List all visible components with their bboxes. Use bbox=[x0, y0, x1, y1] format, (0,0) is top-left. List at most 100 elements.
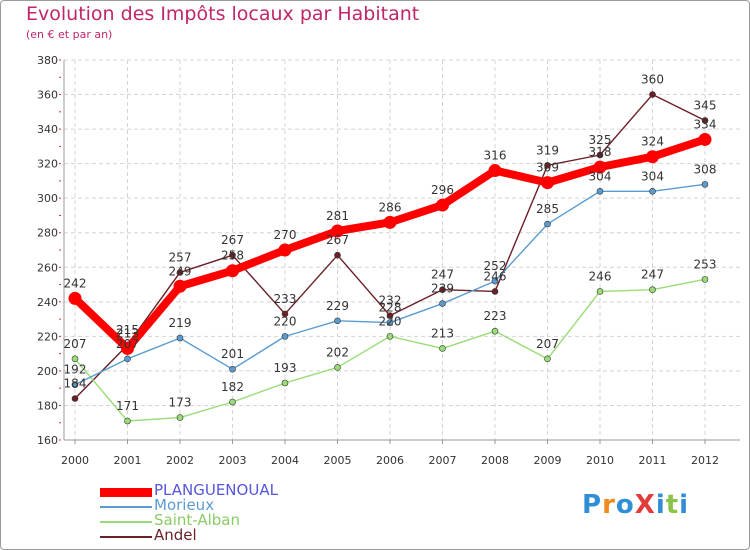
data-label-saint-alban: 173 bbox=[169, 396, 192, 410]
y-tick-label: 260 bbox=[37, 261, 58, 274]
data-label-andel: 267 bbox=[326, 233, 349, 247]
data-label-saint-alban: 171 bbox=[116, 399, 139, 413]
point-planguenoual bbox=[278, 243, 292, 257]
point-planguenoual bbox=[593, 160, 607, 174]
point-planguenoual bbox=[383, 215, 397, 229]
data-label-planguenoual: 242 bbox=[64, 276, 87, 290]
x-tick-label: 2011 bbox=[639, 454, 667, 467]
data-label-planguenoual: 270 bbox=[274, 228, 297, 242]
data-label-planguenoual: 296 bbox=[431, 183, 454, 197]
logo-letter: o bbox=[615, 490, 635, 520]
x-tick-label: 2008 bbox=[481, 454, 509, 467]
y-tick-label: 340 bbox=[37, 123, 58, 136]
data-label-saint-alban: 182 bbox=[221, 380, 244, 394]
data-label-planguenoual: 334 bbox=[694, 117, 717, 131]
point-andel bbox=[71, 395, 79, 402]
legend-label-saint-alban: Saint-Alban bbox=[154, 511, 241, 529]
data-label-andel: 345 bbox=[694, 98, 717, 112]
point-andel bbox=[491, 288, 499, 295]
data-label-saint-alban: 247 bbox=[641, 268, 664, 282]
point-andel bbox=[281, 310, 289, 318]
legend: PLANGUENOUAL Morieux Saint-Alban Andel bbox=[100, 481, 360, 544]
data-label-morieux: 228 bbox=[379, 301, 402, 315]
legend-swatch-planguenoual bbox=[100, 488, 152, 497]
legend-label-morieux: Morieux bbox=[154, 496, 215, 514]
point-andel bbox=[701, 117, 709, 124]
point-andel bbox=[544, 162, 551, 169]
data-label-planguenoual: 286 bbox=[379, 200, 402, 214]
data-label-saint-alban: 213 bbox=[431, 326, 454, 340]
y-tick-label: 300 bbox=[37, 192, 58, 205]
point-morieux bbox=[281, 333, 289, 340]
point-andel bbox=[229, 251, 236, 259]
point-morieux bbox=[386, 319, 394, 326]
data-label-saint-alban: 253 bbox=[694, 257, 717, 271]
point-saint-alban bbox=[596, 288, 604, 295]
point-morieux bbox=[71, 381, 79, 389]
point-saint-alban bbox=[649, 286, 656, 294]
y-tick-label: 240 bbox=[37, 296, 58, 309]
point-morieux bbox=[334, 317, 341, 325]
data-label-saint-alban: 193 bbox=[274, 361, 297, 375]
point-planguenoual bbox=[698, 132, 712, 146]
y-tick-label: 320 bbox=[37, 158, 58, 171]
point-morieux bbox=[701, 181, 709, 188]
point-morieux bbox=[124, 355, 131, 363]
point-saint-alban bbox=[439, 345, 446, 352]
legend-item-morieux: Morieux bbox=[100, 496, 360, 514]
data-label-saint-alban: 223 bbox=[484, 309, 507, 323]
legend-item-andel: Andel bbox=[100, 528, 360, 544]
x-tick-label: 2003 bbox=[219, 454, 247, 467]
data-label-saint-alban: 220 bbox=[379, 314, 402, 328]
point-andel bbox=[334, 251, 341, 259]
point-morieux bbox=[649, 187, 656, 195]
data-label-andel: 215 bbox=[116, 323, 139, 337]
y-tick-label: 220 bbox=[37, 330, 58, 343]
point-saint-alban bbox=[701, 276, 709, 283]
data-label-andel: 319 bbox=[536, 143, 559, 157]
point-saint-alban bbox=[544, 355, 551, 363]
point-morieux bbox=[596, 187, 604, 195]
legend-swatch-morieux bbox=[100, 506, 152, 508]
point-andel bbox=[386, 312, 394, 319]
data-label-morieux: 304 bbox=[641, 169, 664, 183]
logo-letter: i bbox=[655, 490, 666, 520]
x-tick-label: 2007 bbox=[429, 454, 457, 467]
data-label-andel: 246 bbox=[484, 269, 507, 283]
point-planguenoual bbox=[68, 291, 82, 305]
y-tick-label: 200 bbox=[37, 365, 58, 378]
point-morieux bbox=[491, 277, 499, 285]
point-saint-alban bbox=[176, 414, 184, 421]
data-label-andel: 233 bbox=[274, 292, 297, 306]
data-label-planguenoual: 258 bbox=[221, 249, 244, 263]
point-morieux bbox=[439, 300, 446, 307]
data-label-andel: 325 bbox=[589, 133, 612, 147]
data-label-andel: 232 bbox=[379, 294, 402, 308]
point-planguenoual bbox=[121, 341, 134, 355]
point-planguenoual bbox=[436, 198, 449, 212]
x-tick-label: 2012 bbox=[691, 454, 719, 467]
chart-subtitle: (en € et par an) bbox=[26, 28, 113, 41]
point-andel bbox=[596, 151, 604, 159]
logo-letter: P bbox=[582, 490, 603, 520]
data-label-morieux: 207 bbox=[116, 337, 139, 351]
point-planguenoual bbox=[331, 224, 344, 238]
data-label-saint-alban: 207 bbox=[64, 337, 87, 351]
legend-swatch-saint-alban bbox=[100, 521, 152, 523]
data-label-andel: 267 bbox=[221, 233, 244, 247]
data-label-morieux: 229 bbox=[326, 299, 349, 313]
point-saint-alban bbox=[491, 327, 499, 335]
legend-label-planguenoual: PLANGUENOUAL bbox=[154, 481, 278, 499]
data-label-planguenoual: 324 bbox=[641, 135, 664, 149]
point-planguenoual bbox=[226, 264, 239, 278]
logo-letter: X bbox=[634, 490, 656, 520]
data-label-andel: 184 bbox=[64, 377, 87, 391]
logo-letter: t bbox=[665, 490, 680, 520]
data-label-andel: 247 bbox=[431, 268, 454, 282]
point-saint-alban bbox=[229, 398, 236, 406]
x-tick-label: 2001 bbox=[114, 454, 142, 467]
data-label-planguenoual: 316 bbox=[484, 149, 507, 163]
logo-letter: r bbox=[602, 490, 616, 520]
data-label-morieux: 201 bbox=[221, 347, 244, 361]
